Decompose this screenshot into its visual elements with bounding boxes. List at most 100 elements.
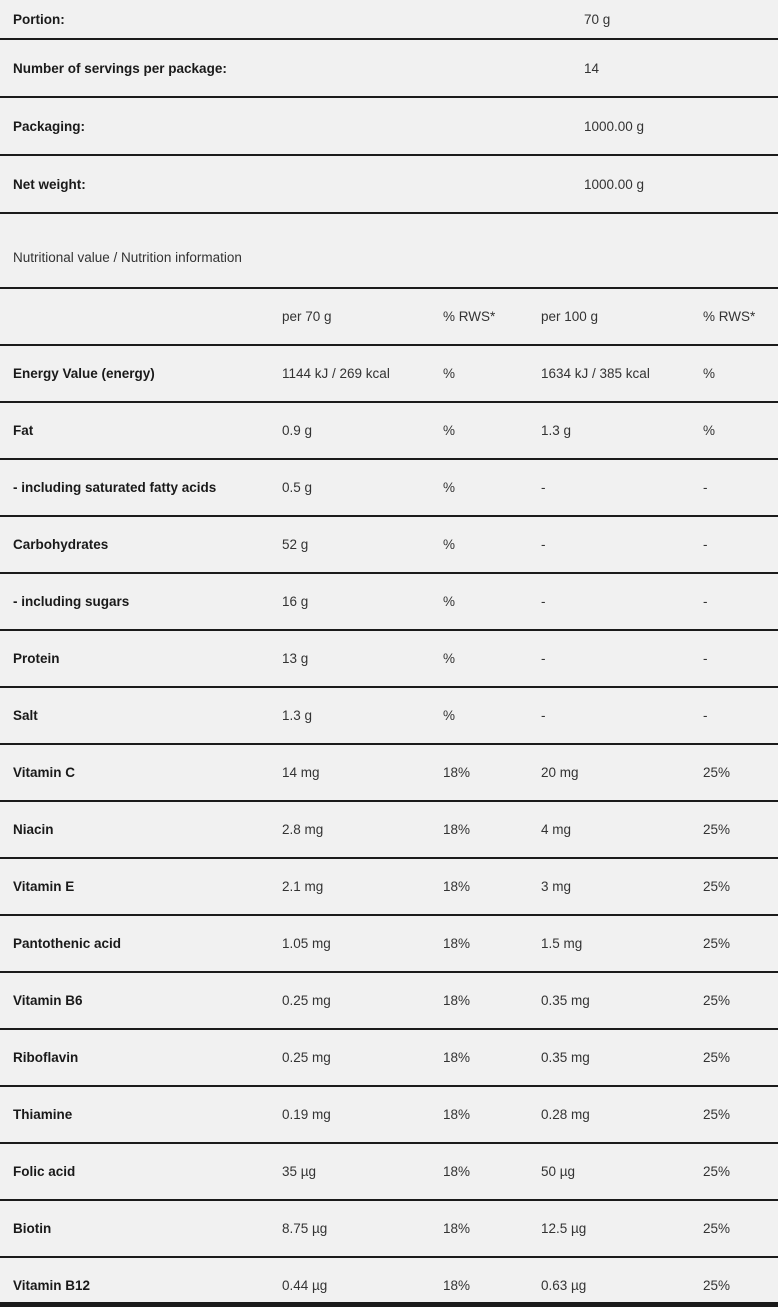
nutrition-row: Vitamin B12 0.44 µg 18% 0.63 µg 25% bbox=[0, 1258, 778, 1307]
nutrient-name: Riboflavin bbox=[13, 1050, 79, 1065]
product-info-row: Packaging: 1000.00 g bbox=[0, 98, 778, 156]
nutrient-value-per-100g: 0.28 mg bbox=[541, 1107, 590, 1122]
nutrient-value-per-portion: 0.5 g bbox=[282, 480, 313, 495]
nutrient-name: - including saturated fatty acids bbox=[13, 480, 217, 495]
nutrient-value-per-portion: 35 µg bbox=[282, 1164, 317, 1179]
product-info-label: Number of servings per package: bbox=[13, 60, 227, 76]
nutrient-rws-per-portion: 18% bbox=[443, 822, 471, 837]
nutrient-value-per-portion: 2.1 mg bbox=[282, 879, 324, 894]
nutrient-value-per-100g: 0.63 µg bbox=[541, 1278, 587, 1293]
nutrition-row: Vitamin E 2.1 mg 18% 3 mg 25% bbox=[0, 859, 778, 916]
nutrition-row: - including sugars 16 g % - - bbox=[0, 574, 778, 631]
nutrient-value-per-portion: 8.75 µg bbox=[282, 1221, 328, 1236]
nutrient-name: Fat bbox=[13, 423, 34, 438]
product-info-label: Net weight: bbox=[13, 176, 86, 192]
nutrient-value-per-100g: 3 mg bbox=[541, 879, 572, 894]
product-info-row: Portion: 70 g bbox=[0, 0, 778, 40]
nutrient-rws-per-portion: % bbox=[443, 423, 456, 438]
nutrition-table-header: per 70 g % RWS* per 100 g % RWS* bbox=[0, 289, 778, 346]
nutrition-row: Salt 1.3 g % - - bbox=[0, 688, 778, 745]
nutrient-value-per-portion: 1144 kJ / 269 kcal bbox=[282, 366, 390, 381]
nutrient-rws-per-100g: 25% bbox=[703, 1278, 731, 1293]
nutrient-rws-per-100g: % bbox=[703, 366, 716, 381]
nutrition-row: Folic acid 35 µg 18% 50 µg 25% bbox=[0, 1144, 778, 1201]
nutrient-rws-per-portion: % bbox=[443, 366, 456, 381]
nutrient-rws-per-100g: 25% bbox=[703, 993, 731, 1008]
nutrient-rws-per-100g: 25% bbox=[703, 822, 731, 837]
nutrition-row: Biotin 8.75 µg 18% 12.5 µg 25% bbox=[0, 1201, 778, 1258]
nutrient-rws-per-portion: 18% bbox=[443, 1107, 471, 1122]
nutrient-value-per-portion: 0.25 mg bbox=[282, 1050, 331, 1065]
nutrient-value-per-portion: 52 g bbox=[282, 537, 309, 552]
nutrient-value-per-100g: 1634 kJ / 385 kcal bbox=[541, 366, 650, 381]
nutrition-row: Niacin 2.8 mg 18% 4 mg 25% bbox=[0, 802, 778, 859]
nutrient-value-per-100g: 1.3 g bbox=[541, 423, 572, 438]
nutrient-value-per-100g: 4 mg bbox=[541, 822, 572, 837]
nutrient-value-per-portion: 1.3 g bbox=[282, 708, 313, 723]
nutrient-name: Pantothenic acid bbox=[13, 936, 122, 951]
nutrition-row: - including saturated fatty acids 0.5 g … bbox=[0, 460, 778, 517]
product-info-value: 1000.00 g bbox=[584, 176, 645, 192]
product-info-label: Portion: bbox=[13, 11, 65, 27]
nutrient-name: Folic acid bbox=[13, 1164, 76, 1179]
nutrition-row: Protein 13 g % - - bbox=[0, 631, 778, 688]
nutrient-rws-per-portion: 18% bbox=[443, 1164, 471, 1179]
nutrient-value-per-portion: 14 mg bbox=[282, 765, 320, 780]
nutrition-row: Energy Value (energy) 1144 kJ / 269 kcal… bbox=[0, 346, 778, 403]
nutrition-row: Riboflavin 0.25 mg 18% 0.35 mg 25% bbox=[0, 1030, 778, 1087]
nutrient-name: Protein bbox=[13, 651, 60, 666]
nutrient-rws-per-portion: % bbox=[443, 537, 456, 552]
nutrition-row: Thiamine 0.19 mg 18% 0.28 mg 25% bbox=[0, 1087, 778, 1144]
nutrient-value-per-portion: 1.05 mg bbox=[282, 936, 331, 951]
nutrient-rws-per-100g: 25% bbox=[703, 879, 731, 894]
header-cell-per-70g: per 70 g bbox=[282, 309, 332, 324]
nutrient-name: Vitamin B12 bbox=[13, 1278, 91, 1293]
product-info-value: 70 g bbox=[584, 11, 611, 27]
nutrient-rws-per-portion: % bbox=[443, 708, 456, 723]
nutrient-value-per-portion: 13 g bbox=[282, 651, 309, 666]
nutrient-value-per-100g: - bbox=[541, 537, 546, 552]
nutrient-name: Energy Value (energy) bbox=[13, 366, 155, 381]
nutrition-section-title: Nutritional value / Nutrition informatio… bbox=[0, 214, 778, 289]
nutrient-value-per-100g: - bbox=[541, 594, 546, 609]
nutrient-rws-per-100g: - bbox=[703, 480, 708, 495]
nutrient-rws-per-100g: 25% bbox=[703, 765, 731, 780]
nutrient-name: Niacin bbox=[13, 822, 54, 837]
header-cell-per-100g: per 100 g bbox=[541, 309, 599, 324]
nutrient-rws-per-100g: 25% bbox=[703, 936, 731, 951]
product-info-row: Number of servings per package: 14 bbox=[0, 40, 778, 98]
header-cell-rws-100g: % RWS* bbox=[703, 309, 756, 324]
nutrient-rws-per-portion: 18% bbox=[443, 1278, 471, 1293]
nutrition-row: Vitamin C 14 mg 18% 20 mg 25% bbox=[0, 745, 778, 802]
nutrient-rws-per-100g: - bbox=[703, 708, 708, 723]
nutrient-value-per-100g: 12.5 µg bbox=[541, 1221, 587, 1236]
nutrient-rws-per-100g: - bbox=[703, 651, 708, 666]
nutrient-rws-per-100g: % bbox=[703, 423, 716, 438]
nutrient-name: Vitamin E bbox=[13, 879, 75, 894]
nutrition-row: Fat 0.9 g % 1.3 g % bbox=[0, 403, 778, 460]
nutrient-value-per-portion: 16 g bbox=[282, 594, 309, 609]
nutrient-value-per-100g: - bbox=[541, 708, 546, 723]
bottom-divider-strip bbox=[0, 1302, 778, 1307]
nutrient-rws-per-portion: % bbox=[443, 651, 456, 666]
nutrient-rws-per-100g: 25% bbox=[703, 1107, 731, 1122]
nutrient-name: Vitamin B6 bbox=[13, 993, 83, 1008]
nutrient-rws-per-portion: 18% bbox=[443, 1221, 471, 1236]
nutrient-rws-per-100g: - bbox=[703, 594, 708, 609]
nutrient-value-per-portion: 0.9 g bbox=[282, 423, 313, 438]
nutrient-rws-per-portion: % bbox=[443, 480, 456, 495]
nutrition-row: Vitamin B6 0.25 mg 18% 0.35 mg 25% bbox=[0, 973, 778, 1030]
nutrient-rws-per-portion: 18% bbox=[443, 993, 471, 1008]
nutrient-rws-per-100g: 25% bbox=[703, 1050, 731, 1065]
header-cell-rws-70g: % RWS* bbox=[443, 309, 496, 324]
product-info-table: Portion: 70 g Number of servings per pac… bbox=[0, 0, 778, 214]
product-info-label: Packaging: bbox=[13, 118, 86, 134]
nutrient-value-per-portion: 0.19 mg bbox=[282, 1107, 331, 1122]
nutrient-value-per-portion: 0.25 mg bbox=[282, 993, 331, 1008]
nutrient-value-per-100g: 50 µg bbox=[541, 1164, 576, 1179]
nutrient-name: Thiamine bbox=[13, 1107, 73, 1122]
nutrient-value-per-100g: 1.5 mg bbox=[541, 936, 583, 951]
nutrient-name: - including sugars bbox=[13, 594, 130, 609]
nutrition-table-body: Energy Value (energy) 1144 kJ / 269 kcal… bbox=[0, 346, 778, 1307]
